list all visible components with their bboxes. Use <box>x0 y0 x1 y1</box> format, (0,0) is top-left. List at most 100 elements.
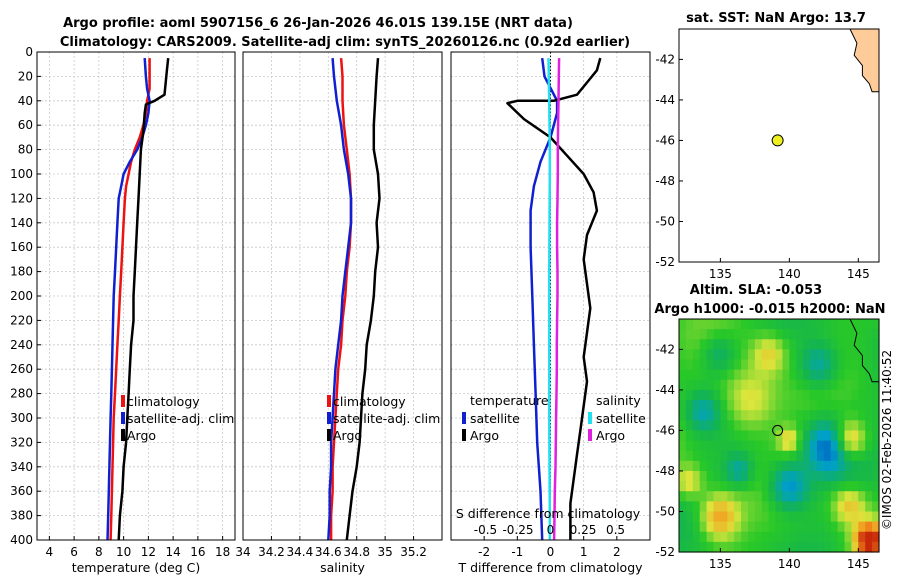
heat-cell <box>692 541 701 553</box>
heat-cell <box>747 339 756 350</box>
heat-cell <box>741 430 749 442</box>
heat-cell <box>720 450 728 462</box>
heat-cell <box>872 369 880 381</box>
heat-cell <box>706 349 715 361</box>
plot-frame <box>450 51 651 541</box>
series-salinity-argo <box>552 58 561 541</box>
heat-cell <box>761 531 770 543</box>
heat-cell <box>803 460 811 472</box>
heat-cell <box>823 440 832 452</box>
heat-cell <box>775 450 784 462</box>
heat-cell <box>720 470 728 482</box>
heat-cell <box>810 389 818 401</box>
heat-cell <box>844 481 853 492</box>
heat-cell <box>810 440 818 452</box>
heat-cell <box>720 440 728 452</box>
heat-cell <box>685 400 694 411</box>
heat-cell <box>685 430 694 442</box>
figure-title-line1: Argo profile: aoml 5907156_6 26-Jan-2026… <box>63 16 573 31</box>
heat-cell <box>789 369 797 381</box>
heat-cell <box>796 339 804 350</box>
heat-cell <box>713 359 721 371</box>
heat-cell <box>706 501 715 513</box>
heat-cell <box>803 501 811 513</box>
heat-cell <box>692 430 701 442</box>
heat-cell <box>830 389 839 401</box>
heat-cell <box>685 470 694 482</box>
heat-cell <box>872 481 880 492</box>
heat-cell <box>789 470 797 482</box>
heat-cell <box>837 379 846 391</box>
heat-cell <box>865 410 873 421</box>
heat-cell <box>844 400 853 411</box>
heat-cell <box>803 389 811 401</box>
heat-cell <box>754 460 763 472</box>
heat-cell <box>734 470 742 482</box>
heat-cell <box>844 470 853 482</box>
heat-cell <box>872 379 880 391</box>
x-tick-label: 135 <box>709 557 732 571</box>
heat-cell <box>727 339 735 350</box>
heat-cell <box>872 359 880 371</box>
x-tick-label: 2 <box>613 545 621 559</box>
heat-cell <box>803 420 811 432</box>
heat-cell <box>685 511 694 523</box>
y-tick-label: -52 <box>655 255 675 269</box>
y-tick-label: -48 <box>655 464 675 478</box>
heat-cell <box>837 359 846 371</box>
copyright-label: ©IMOS 02-Feb-2026 11:40:52 <box>880 350 894 530</box>
heat-cell <box>816 410 825 421</box>
heat-cell <box>699 339 708 350</box>
heat-cell <box>754 531 763 543</box>
heat-cell <box>837 400 846 411</box>
heat-cell <box>830 470 839 482</box>
heat-cell <box>692 400 701 411</box>
heat-cell <box>685 440 694 452</box>
heat-cell <box>782 511 790 523</box>
heat-cell <box>699 470 708 482</box>
heat-cell <box>775 379 784 391</box>
y-tick-label: -42 <box>655 342 675 356</box>
heat-cell <box>789 379 797 391</box>
legend-swatch <box>121 412 125 424</box>
heat-cell <box>810 521 818 533</box>
heat-cell <box>685 389 694 401</box>
heat-cell <box>837 521 846 533</box>
series-argo <box>345 58 381 541</box>
heat-cell <box>734 501 742 513</box>
heat-cell <box>768 339 777 350</box>
heat-cell <box>727 410 735 421</box>
heat-cell <box>830 359 839 371</box>
heat-cell <box>754 450 763 462</box>
heat-cell <box>844 339 853 350</box>
legend-entry: satellite-adj. clim <box>127 411 234 426</box>
heat-cell <box>823 450 832 462</box>
heat-cell <box>837 440 846 452</box>
heat-cell <box>865 541 873 553</box>
heat-cell <box>775 470 784 482</box>
heat-cell <box>844 420 853 432</box>
heat-cell <box>872 410 880 421</box>
heat-cell <box>872 430 880 442</box>
heat-cell <box>823 481 832 492</box>
heat-cell <box>706 511 715 523</box>
heat-cell <box>775 531 784 543</box>
heat-cell <box>713 531 721 543</box>
heat-cell <box>679 319 687 330</box>
x-axis-label: T difference from climatology <box>457 560 643 575</box>
heat-cell <box>858 521 866 533</box>
heat-cell <box>865 521 873 533</box>
heat-cell <box>851 450 859 462</box>
y-tick-label: 80 <box>18 143 33 157</box>
heat-cell <box>679 481 687 492</box>
heat-cell <box>851 521 859 533</box>
heat-cell <box>747 440 756 452</box>
heat-cell <box>768 400 777 411</box>
heat-cell <box>851 501 859 513</box>
heat-cell <box>851 410 859 421</box>
heat-cell <box>685 319 694 330</box>
heat-cell <box>692 349 701 361</box>
heat-cell <box>775 501 784 513</box>
heat-cell <box>706 329 715 340</box>
heat-cell <box>768 329 777 340</box>
